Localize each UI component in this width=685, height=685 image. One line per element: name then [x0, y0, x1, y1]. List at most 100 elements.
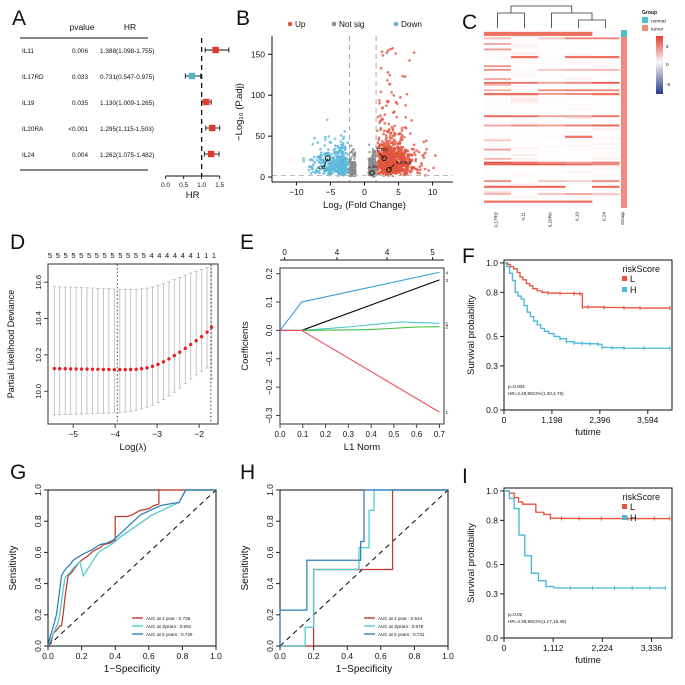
data-point	[342, 170, 346, 173]
heatmap-cell	[511, 46, 539, 49]
stat-pvalue: p=0.004	[508, 384, 525, 389]
y-tick-label: 10.0	[34, 384, 43, 399]
data-point	[344, 151, 348, 155]
x-tick-label: −2	[194, 429, 204, 439]
heatmap-cell	[565, 178, 593, 181]
heatmap-cell	[565, 54, 593, 57]
data-point	[335, 150, 339, 154]
heatmap-cell	[565, 104, 593, 107]
heatmap-cell	[484, 195, 512, 198]
data-point	[376, 141, 380, 145]
heatmap-cell	[592, 98, 620, 101]
heatmap-cell	[592, 44, 620, 48]
heatmap-cell	[565, 42, 593, 46]
heatmap-cell	[484, 126, 512, 129]
y-tick-label: 0.2	[265, 268, 274, 280]
data-point	[404, 115, 408, 119]
heatmap-cell	[511, 48, 539, 51]
lambda-nonzero-count: 5	[48, 251, 52, 260]
heatmap-cell	[565, 113, 593, 116]
data-point	[391, 134, 395, 137]
heatmap-cell	[592, 200, 620, 203]
data-point	[370, 167, 374, 170]
heatmap-cell	[592, 165, 620, 168]
data-point	[350, 164, 353, 168]
heatmap-cell	[484, 37, 512, 40]
data-point	[316, 141, 320, 144]
heatmap-cell	[565, 111, 593, 114]
heatmap-cell	[565, 157, 593, 161]
heatmap-cell	[565, 156, 593, 159]
y-tick-label: 0.6	[265, 546, 275, 558]
heatmap-cell	[484, 85, 512, 88]
km-curve-high-risk	[504, 490, 666, 589]
forest-row-pvalue: 0.033	[72, 74, 88, 81]
data-point	[379, 90, 383, 94]
forest-row-hr-ci: 1.388(1.098-1.755)	[100, 48, 154, 55]
heatmap-cell-highlight	[511, 185, 539, 188]
y-tick-label: 10.4	[34, 311, 43, 326]
lambda-nonzero-count: 1	[212, 251, 216, 260]
data-point	[348, 158, 352, 162]
heatmap-cell	[484, 30, 512, 33]
panel-h-label: H	[240, 461, 256, 484]
heatmap-cell	[511, 83, 539, 86]
data-point	[325, 118, 329, 122]
heatmap-cell	[511, 148, 539, 151]
data-point	[318, 155, 321, 159]
x-tick-label: 0.0	[42, 651, 54, 661]
data-point	[333, 137, 337, 141]
heatmap-cell	[565, 174, 593, 177]
y-tick-label: 0.6	[33, 546, 43, 558]
stat-hazard-ratio: HR=2.49,95CI%(1.30,4.76)	[508, 391, 564, 396]
data-point	[385, 104, 388, 108]
heatmap-cell	[511, 104, 539, 107]
lambda-nonzero-count: 5	[71, 251, 75, 260]
x-tick-label: 0.4	[366, 430, 378, 439]
heatmap-cell	[484, 117, 512, 120]
data-point	[393, 131, 396, 135]
data-point	[339, 140, 343, 143]
annotation-leader	[388, 163, 395, 170]
data-point	[379, 67, 383, 70]
heatmap-cell	[511, 70, 539, 73]
heatmap-cell	[484, 119, 512, 122]
x-tick-label: 0.8	[176, 651, 188, 661]
data-point	[420, 162, 423, 165]
data-point	[392, 146, 396, 150]
data-point	[338, 146, 342, 150]
x-tick-label: 0.4	[109, 651, 121, 661]
heatmap-cell	[511, 63, 539, 66]
heatmap-cell	[511, 169, 539, 172]
heatmap-cell-highlight	[484, 200, 512, 203]
x-tick-label: 0.1	[297, 430, 309, 439]
annotation-leader	[379, 153, 385, 159]
heatmap-cell	[592, 130, 620, 133]
heatmap-cell	[538, 41, 566, 44]
heatmap-cell	[538, 189, 566, 192]
heatmap-col-label: IL20RA	[548, 211, 553, 227]
legend-auc-label: AUC at 3years : 0.691	[146, 624, 192, 629]
col-header-hr: HR	[124, 22, 136, 32]
heatmap-cell	[592, 119, 620, 122]
legend-auc-label: AUC at 1 year : 0.725	[146, 616, 191, 621]
heatmap-cell	[484, 35, 512, 38]
heatmap-cell	[484, 154, 512, 157]
heatmap-cell	[592, 154, 620, 157]
y-tick-label: 1.0	[486, 258, 498, 268]
deviance-point	[161, 360, 166, 364]
data-point	[391, 127, 394, 130]
heatmap-col-label: Group	[620, 212, 625, 225]
forest-row-pvalue: <0.001	[68, 126, 88, 133]
heatmap-cell	[484, 183, 512, 187]
data-point	[399, 146, 402, 149]
heatmap-cell-highlight	[484, 31, 512, 35]
heatmap-cell	[484, 167, 512, 170]
dendrogram-link	[578, 19, 606, 28]
heatmap-cell	[484, 81, 512, 85]
data-point	[385, 78, 389, 82]
data-point	[337, 163, 341, 166]
data-point	[323, 135, 327, 139]
heatmap-cell	[538, 126, 566, 129]
y-tick-label: 0.0	[265, 324, 274, 336]
